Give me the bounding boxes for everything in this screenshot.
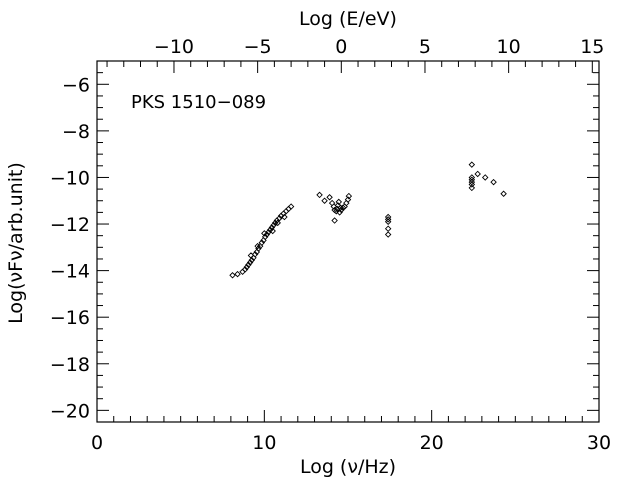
- data-point: [481, 174, 489, 181]
- data-point: [331, 217, 338, 224]
- axis-ticks: [96, 60, 600, 423]
- data-point: [339, 204, 347, 211]
- data-point: [243, 263, 250, 271]
- data-point: [333, 205, 341, 213]
- data-point: [270, 221, 277, 229]
- y-tick-label: −20: [50, 400, 90, 422]
- data-point: [384, 216, 392, 223]
- data-point: [261, 233, 269, 241]
- source-annotation: PKS 1510−089: [131, 92, 266, 113]
- data-point: [261, 230, 268, 237]
- y-tick-label: −16: [50, 307, 90, 329]
- data-point: [384, 225, 392, 232]
- data-point: [321, 197, 328, 204]
- data-point: [474, 170, 481, 178]
- data-point: [254, 242, 261, 250]
- data-point: [276, 214, 283, 222]
- x2-tick-label: 5: [419, 36, 431, 58]
- x2-tick-label: 10: [497, 36, 521, 58]
- data-point: [246, 259, 254, 266]
- data-point: [229, 272, 236, 279]
- data-point: [468, 181, 476, 188]
- data-point: [316, 191, 323, 199]
- data-point: [287, 203, 295, 210]
- data-point: [468, 184, 476, 192]
- data-point: [247, 252, 255, 259]
- y-tick-label: −18: [50, 354, 90, 376]
- x2-tick-label: 0: [335, 36, 347, 58]
- data-point: [500, 190, 507, 197]
- x-axis-title: Log (ν/Hz): [300, 456, 396, 478]
- data-point: [336, 209, 343, 216]
- data-point: [271, 219, 279, 227]
- data-point: [335, 198, 343, 206]
- x2-tick-label: 15: [580, 36, 604, 58]
- data-point: [245, 261, 252, 269]
- data-point: [490, 178, 497, 186]
- data-point: [328, 199, 336, 207]
- axis-tick-labels: 0 10 20 30 −10 −5 0 5 10 15 −20 −18 −16 −14 −12 −10 −8 −6: [50, 36, 611, 454]
- y-tick-label: −10: [50, 167, 90, 189]
- data-point: [281, 213, 288, 221]
- y-tick-label: −6: [62, 74, 90, 96]
- data-points: [229, 161, 507, 279]
- x2-axis-title: Log (E/eV): [299, 8, 397, 30]
- data-point: [268, 224, 276, 231]
- data-point: [251, 251, 259, 258]
- data-point: [384, 218, 392, 225]
- x2-tick-label: −5: [244, 36, 272, 58]
- y-tick-label: −14: [50, 261, 90, 283]
- y-tick-label: −8: [62, 121, 90, 143]
- data-point: [241, 266, 249, 273]
- plot-frame: [96, 60, 600, 423]
- data-point: [338, 206, 345, 214]
- x-tick-label: 30: [587, 432, 611, 454]
- data-point: [269, 227, 276, 235]
- data-point: [468, 161, 476, 168]
- x-tick-label: 20: [420, 432, 444, 454]
- data-point: [234, 270, 241, 278]
- x-tick-label: 10: [252, 432, 276, 454]
- x2-tick-label: −10: [154, 36, 194, 58]
- data-point: [343, 199, 350, 207]
- data-point: [258, 239, 266, 246]
- y-tick-label: −12: [50, 214, 90, 236]
- data-point: [263, 231, 271, 238]
- y-axis-title: Log(νFν/arb.unit): [5, 162, 27, 324]
- data-point: [345, 192, 353, 200]
- x-tick-label: 0: [91, 432, 103, 454]
- data-point: [248, 256, 256, 264]
- data-point: [274, 219, 281, 227]
- data-point: [384, 231, 392, 238]
- data-point: [344, 196, 352, 203]
- data-point: [326, 194, 333, 201]
